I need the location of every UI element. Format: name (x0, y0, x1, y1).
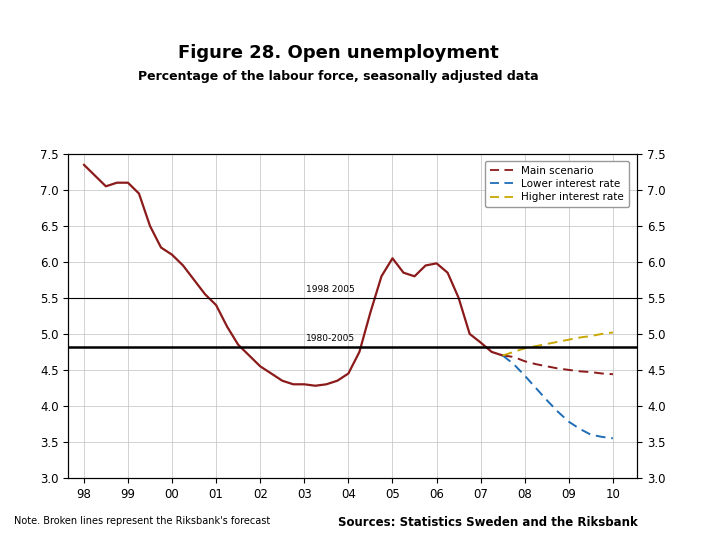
Text: Figure 28. Open unemployment: Figure 28. Open unemployment (178, 44, 499, 62)
Legend: Main scenario, Lower interest rate, Higher interest rate: Main scenario, Lower interest rate, High… (485, 161, 629, 207)
Text: 1998 2005: 1998 2005 (307, 285, 355, 294)
Text: Sources: Statistics Sweden and the Riksbank: Sources: Statistics Sweden and the Riksb… (338, 516, 638, 529)
Text: Percentage of the labour force, seasonally adjusted data: Percentage of the labour force, seasonal… (138, 70, 539, 83)
Text: SVERIGES
RIKSBANK: SVERIGES RIKSBANK (649, 65, 686, 76)
Text: Note. Broken lines represent the Riksbank's forecast: Note. Broken lines represent the Riksban… (14, 516, 271, 526)
Text: 1980-2005: 1980-2005 (306, 334, 355, 343)
